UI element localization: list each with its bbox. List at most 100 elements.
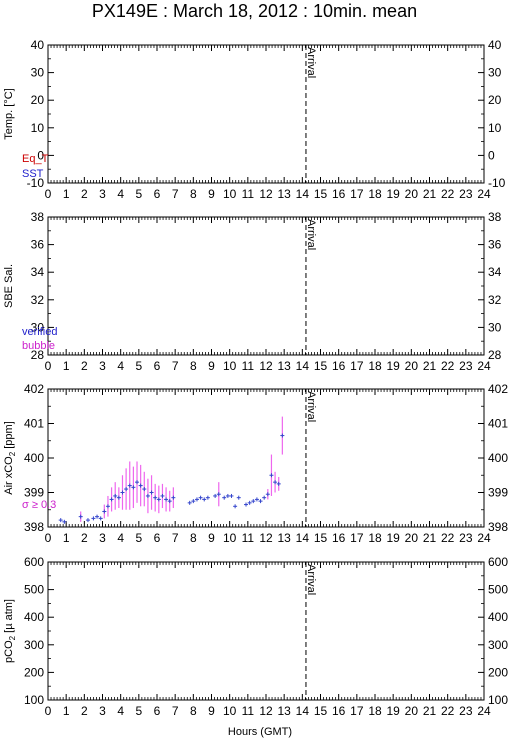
pco2-x-tick-label: 21 xyxy=(423,704,437,718)
xco2-x-tick-label: 23 xyxy=(459,531,473,545)
pco2-y-tick-label-right: 600 xyxy=(488,555,508,569)
sal-x-tick-label: 6 xyxy=(154,359,161,373)
sal-x-tick-label: 22 xyxy=(441,359,455,373)
xco2-x-tick-label: 0 xyxy=(45,531,52,545)
xco2-y-tick-label: 400 xyxy=(24,451,44,465)
sal-plot-frame xyxy=(47,216,485,356)
sal-y-tick-label: 30 xyxy=(31,320,45,334)
pco2-x-tick-label: 0 xyxy=(45,704,52,718)
temp-x-tick-label: 0 xyxy=(45,187,52,201)
sal-x-tick-label: 2 xyxy=(81,359,88,373)
pco2-y-tick-label: 200 xyxy=(24,665,44,679)
sal-x-tick-label: 4 xyxy=(117,359,124,373)
sal-x-tick-label: 10 xyxy=(223,359,237,373)
temp-y-tick-label-right: -10 xyxy=(488,176,506,190)
xco2-y-tick-label: 399 xyxy=(24,486,44,500)
pco2-y-tick-label: 300 xyxy=(24,638,44,652)
pco2-x-tick-label: 18 xyxy=(368,704,382,718)
pco2-x-tick-label: 3 xyxy=(99,704,106,718)
temp-x-tick-label: 1 xyxy=(63,187,70,201)
sal-y-tick-label: 38 xyxy=(31,210,45,224)
xco2-x-tick-label: 9 xyxy=(208,531,215,545)
pco2-x-tick-label: 4 xyxy=(117,704,124,718)
xco2-y-tick-label-right: 400 xyxy=(488,451,508,465)
xco2-x-tick-label: 5 xyxy=(135,531,142,545)
xco2-plot-frame xyxy=(47,388,485,528)
sal-y-tick-label: 34 xyxy=(31,265,45,279)
xco2-y-tick-label-right: 398 xyxy=(488,520,508,534)
pco2-x-tick-label: 22 xyxy=(441,704,455,718)
pco2-y-label: pCO2 [µ atm] xyxy=(3,599,17,663)
sal-x-tick-label: 7 xyxy=(172,359,179,373)
xco2-x-tick-label: 19 xyxy=(386,531,400,545)
sal-x-tick-label: 19 xyxy=(386,359,400,373)
sal-x-tick-label: 13 xyxy=(277,359,291,373)
temp-y-tick-label: 10 xyxy=(31,121,45,135)
temp-x-tick-label: 9 xyxy=(208,187,215,201)
xco2-x-tick-label: 3 xyxy=(99,531,106,545)
temp-x-tick-label: 12 xyxy=(259,187,273,201)
temp-x-tick-label: 10 xyxy=(223,187,237,201)
sal-x-tick-label: 5 xyxy=(135,359,142,373)
pco2-x-tick-label: 9 xyxy=(208,704,215,718)
xco2-x-tick-label: 16 xyxy=(332,531,346,545)
xco2-x-tick-label: 4 xyxy=(117,531,124,545)
pco2-y-tick-label-right: 200 xyxy=(488,665,508,679)
xco2-x-tick-label: 20 xyxy=(405,531,419,545)
xco2-x-tick-label: 12 xyxy=(259,531,273,545)
pco2-x-tick-label: 5 xyxy=(135,704,142,718)
sal-y-tick-label: 36 xyxy=(31,238,45,252)
temp-plot-frame xyxy=(47,44,485,184)
sal-y-tick-label-right: 36 xyxy=(488,238,502,252)
sal-x-tick-label: 24 xyxy=(477,359,491,373)
pco2-y-tick-label: 100 xyxy=(24,693,44,707)
temp-x-tick-label: 15 xyxy=(314,187,328,201)
pco2-x-tick-label: 1 xyxy=(63,704,70,718)
sal-y-tick-label-right: 30 xyxy=(488,320,502,334)
pco2-x-tick-label: 8 xyxy=(190,704,197,718)
temp-arrival-label: Arrival xyxy=(305,47,317,78)
xco2-y-tick-label: 398 xyxy=(24,520,44,534)
temp-x-tick-label: 16 xyxy=(332,187,346,201)
xco2-x-tick-label: 22 xyxy=(441,531,455,545)
temp-y-label: Temp. [°C] xyxy=(3,88,15,139)
pco2-x-tick-label: 6 xyxy=(154,704,161,718)
temp-x-tick-label: 13 xyxy=(277,187,291,201)
temp-x-tick-label: 7 xyxy=(172,187,179,201)
pco2-y-tick-label-right: 100 xyxy=(488,693,508,707)
xco2-x-tick-label: 11 xyxy=(242,531,255,545)
panel-pco2: 0 1 2 3 4 5 6 7 8 9 10 11 12 13 14 15 16 17 18 19 20 21 22 23 24… xyxy=(3,555,508,718)
pco2-x-tick-label: 2 xyxy=(81,704,88,718)
sal-x-tick-label: 8 xyxy=(190,359,197,373)
xco2-axes: 0 1 2 3 4 5 6 7 8 9 10 11 12 13 14 15 16 17 18 19 20 21 22 23 24… xyxy=(24,382,508,545)
xco2-y-tick-label: 402 xyxy=(24,382,44,396)
pco2-x-tick-label: 20 xyxy=(405,704,419,718)
sal-x-tick-label: 11 xyxy=(242,359,255,373)
temp-y-tick-label-right: 0 xyxy=(488,148,495,162)
sal-x-tick-label: 16 xyxy=(332,359,346,373)
temp-x-tick-label: 8 xyxy=(190,187,197,201)
sal-y-tick-label: 28 xyxy=(31,348,45,362)
temp-y-tick-label-right: 30 xyxy=(488,66,502,80)
pco2-arrival-label: Arrival xyxy=(305,564,317,595)
sal-x-tick-label: 14 xyxy=(296,359,310,373)
xco2-y-tick-label-right: 401 xyxy=(488,417,508,431)
sal-axes: 0 1 2 3 4 5 6 7 8 9 10 11 12 13 14 15 16 17 18 19 20 21 22 23 24… xyxy=(31,210,502,373)
pco2-y-tick-label: 500 xyxy=(24,583,44,597)
pco2-x-tick-label: 7 xyxy=(172,704,179,718)
temp-legend-eq-t: Eq_T xyxy=(22,153,49,165)
temp-y-tick-label: -10 xyxy=(27,176,45,190)
panel-salinity: 0 1 2 3 4 5 6 7 8 9 10 11 12 13 14 15 16 17 18 19 20 21 22 23 24… xyxy=(3,210,502,373)
pco2-x-tick-label: 14 xyxy=(296,704,310,718)
temp-x-tick-label: 14 xyxy=(296,187,310,201)
sal-legend-bubble: bubble xyxy=(22,340,55,352)
xco2-x-tick-label: 10 xyxy=(223,531,237,545)
sal-y-tick-label-right: 32 xyxy=(488,293,502,307)
sal-x-tick-label: 9 xyxy=(208,359,215,373)
chart-title: PX149E : March 18, 2012 : 10min. mean xyxy=(92,1,417,21)
pco2-y-tick-label-right: 400 xyxy=(488,610,508,624)
xco2-x-tick-label: 2 xyxy=(81,531,88,545)
sal-x-tick-label: 0 xyxy=(45,359,52,373)
sal-x-tick-label: 20 xyxy=(405,359,419,373)
temp-y-tick-label: 40 xyxy=(31,38,45,52)
